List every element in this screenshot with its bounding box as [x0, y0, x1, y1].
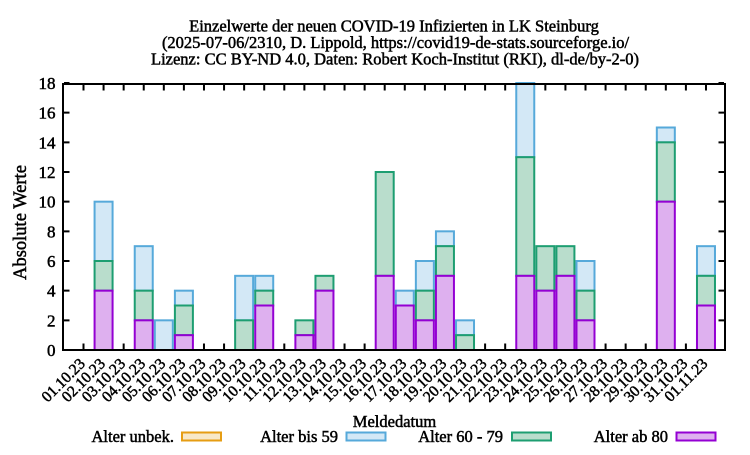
- svg-text:Absolute Werte: Absolute Werte: [11, 165, 31, 280]
- svg-text:(2025-07-06/2310, D. Lippold,: (2025-07-06/2310, D. Lippold, https://co…: [162, 33, 630, 52]
- svg-text:16: 16: [39, 104, 56, 123]
- svg-text:4: 4: [47, 282, 56, 301]
- svg-text:6: 6: [47, 252, 56, 271]
- svg-text:12: 12: [39, 163, 56, 182]
- svg-text:18: 18: [39, 74, 56, 93]
- svg-text:10: 10: [39, 193, 56, 212]
- svg-text:Alter bis 59: Alter bis 59: [260, 427, 338, 446]
- svg-text:8: 8: [47, 222, 56, 241]
- svg-text:Alter 60 - 79: Alter 60 - 79: [418, 427, 503, 446]
- svg-text:Alter unbek.: Alter unbek.: [92, 427, 174, 446]
- svg-text:Alter ab 80: Alter ab 80: [594, 427, 668, 446]
- svg-text:14: 14: [39, 133, 57, 152]
- svg-text:Meldedatum: Meldedatum: [353, 412, 437, 431]
- svg-text:0: 0: [47, 341, 56, 360]
- svg-text:2: 2: [47, 311, 56, 330]
- svg-text:Einzelwerte der neuen COVID-19: Einzelwerte der neuen COVID-19 Infiziert…: [189, 17, 599, 36]
- svg-text:Lizenz: CC BY-ND 4.0, Daten: R: Lizenz: CC BY-ND 4.0, Daten: Robert Koch…: [151, 50, 639, 69]
